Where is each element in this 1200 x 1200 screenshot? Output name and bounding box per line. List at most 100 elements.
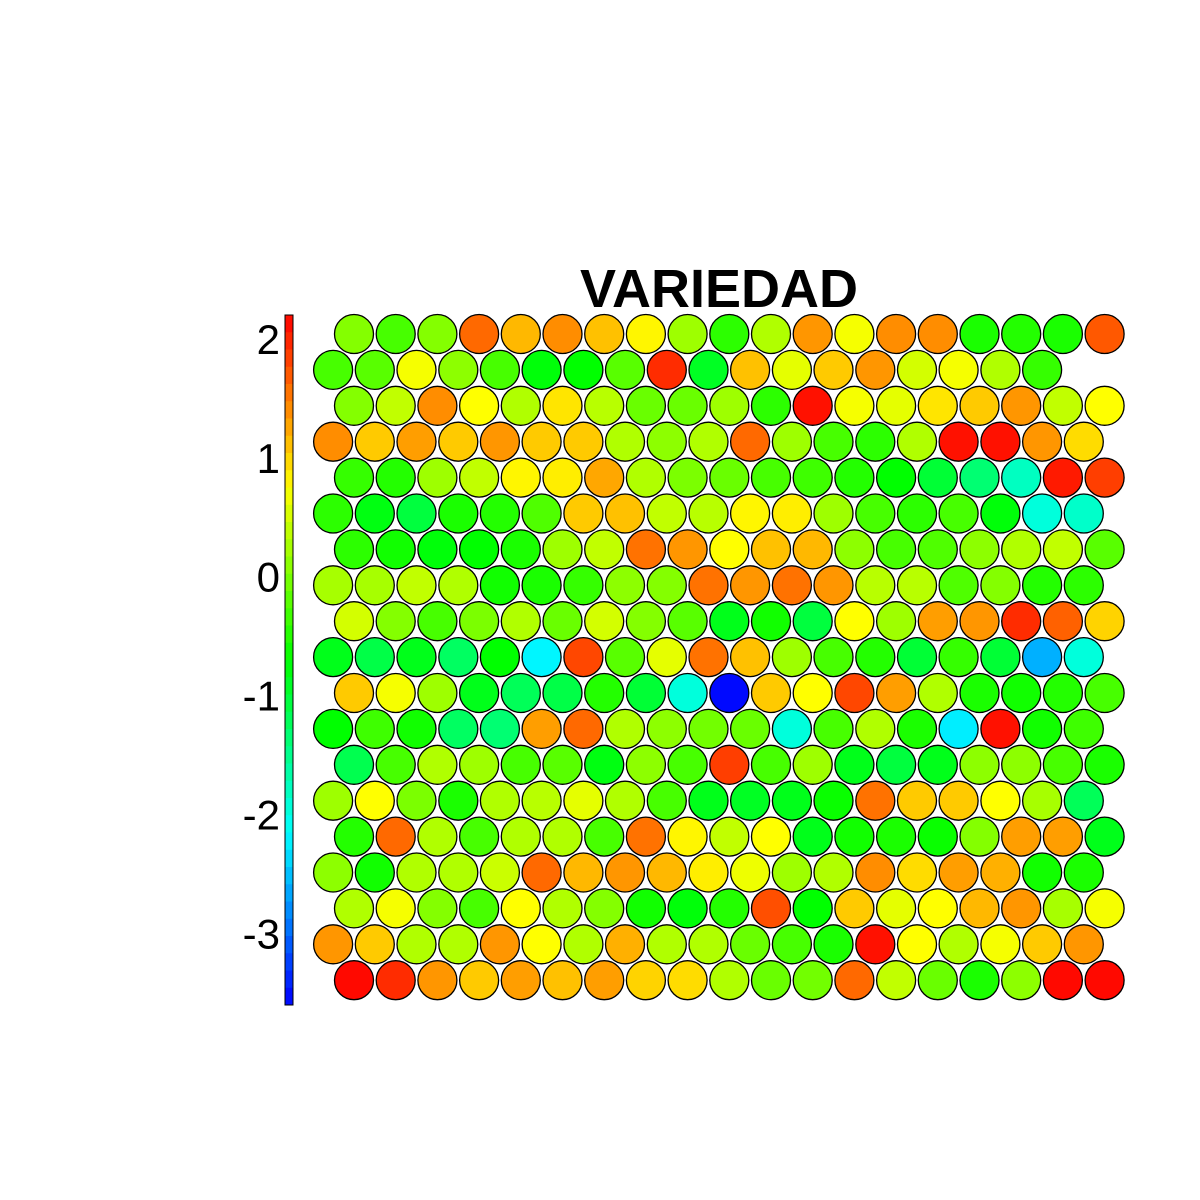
som-cell — [729, 636, 771, 678]
som-cell — [771, 349, 813, 391]
som-cell — [458, 385, 500, 426]
som-cell — [917, 385, 958, 426]
som-cell — [1063, 565, 1104, 606]
som-cell — [1001, 601, 1042, 642]
som-cell — [813, 852, 854, 893]
som-cell — [312, 780, 354, 821]
som-cell — [750, 960, 792, 1001]
som-cell — [333, 457, 375, 498]
som-cell — [1084, 744, 1125, 785]
som-cell — [438, 565, 479, 606]
som-cell — [1042, 457, 1084, 498]
som-cell — [521, 421, 562, 462]
som-cell — [375, 385, 416, 426]
som-cell — [1063, 708, 1104, 750]
colorbar-segment — [285, 815, 293, 833]
som-cell — [396, 924, 437, 965]
som-cell — [980, 493, 1021, 534]
som-cell — [750, 385, 792, 426]
colorbar-segment — [285, 349, 293, 368]
som-cell — [834, 744, 875, 785]
som-cell — [709, 960, 750, 1001]
colorbar-segment — [285, 953, 293, 971]
som-cell — [417, 385, 458, 426]
colorbar-tick-label: -3 — [243, 911, 280, 958]
som-cell — [604, 349, 646, 391]
som-cell — [771, 924, 813, 965]
colorbar-segment — [285, 315, 293, 333]
som-cell — [479, 708, 521, 750]
som-cell — [834, 313, 875, 355]
som-cell — [896, 421, 938, 462]
som-cell — [1001, 744, 1042, 785]
som-cell — [375, 457, 416, 498]
colorbar-tick-label: 0 — [257, 554, 280, 601]
colorbar-ticks: 2 1 0 -1 -2 -3 — [243, 316, 280, 958]
som-cell — [980, 780, 1021, 821]
som-cell — [479, 421, 521, 462]
som-cell — [625, 888, 667, 929]
som-cell — [1063, 852, 1104, 893]
som-cell — [396, 349, 437, 391]
som-cell — [396, 636, 437, 678]
som-cell — [354, 924, 395, 965]
som-cell — [375, 529, 416, 570]
som-cell — [855, 852, 896, 893]
colorbar-segment — [285, 660, 293, 678]
colorbar-segment — [285, 746, 293, 764]
som-cell — [1063, 636, 1104, 678]
colorbar-segment — [285, 987, 293, 1006]
colorbar-segment — [285, 556, 293, 575]
som-cell — [417, 457, 458, 498]
colorbar-segment — [285, 677, 293, 695]
som-cell — [1042, 385, 1084, 426]
som-cell — [563, 349, 604, 391]
som-cell — [771, 636, 813, 678]
som-cell — [688, 852, 729, 893]
colorbar-segment — [285, 798, 293, 816]
som-cell — [646, 421, 687, 462]
som-cell — [667, 960, 708, 1001]
som-cell — [521, 852, 562, 893]
som-cell — [959, 457, 1000, 498]
som-cell — [813, 565, 854, 606]
som-cell — [980, 708, 1021, 750]
som-cell — [709, 888, 750, 929]
colorbar-segment — [285, 849, 293, 868]
som-cell — [500, 960, 541, 1001]
som-cell — [938, 349, 979, 391]
colorbar-segment — [285, 936, 293, 954]
som-cell — [688, 493, 729, 534]
colorbar-segment — [285, 780, 293, 799]
som-cell — [417, 313, 458, 355]
som-cell — [917, 888, 958, 929]
som-cell — [646, 493, 687, 534]
som-cell — [417, 529, 458, 570]
som-cell — [1084, 313, 1125, 355]
som-cell — [500, 385, 541, 426]
som-cell — [396, 852, 437, 893]
som-cell — [729, 852, 771, 893]
som-cell — [813, 780, 854, 821]
som-cell — [604, 780, 646, 821]
som-cell — [771, 493, 813, 534]
som-cell — [1021, 493, 1063, 534]
som-cell — [959, 601, 1000, 642]
colorbar-tick-label: 2 — [257, 316, 280, 363]
som-cell — [771, 780, 813, 821]
som-cell — [688, 636, 729, 678]
som-cell — [458, 888, 500, 929]
som-cell — [584, 960, 625, 1001]
som-cell — [542, 816, 583, 857]
som-cell — [980, 852, 1021, 893]
som-cell — [584, 744, 625, 785]
som-cell — [709, 313, 750, 355]
som-cell — [1063, 421, 1104, 462]
colorbar-segment — [285, 470, 293, 488]
som-cell — [625, 960, 667, 1001]
som-cell — [792, 816, 833, 857]
som-cell — [834, 672, 875, 714]
som-cell — [312, 349, 354, 391]
som-cell — [646, 349, 687, 391]
som-cell — [438, 780, 479, 821]
